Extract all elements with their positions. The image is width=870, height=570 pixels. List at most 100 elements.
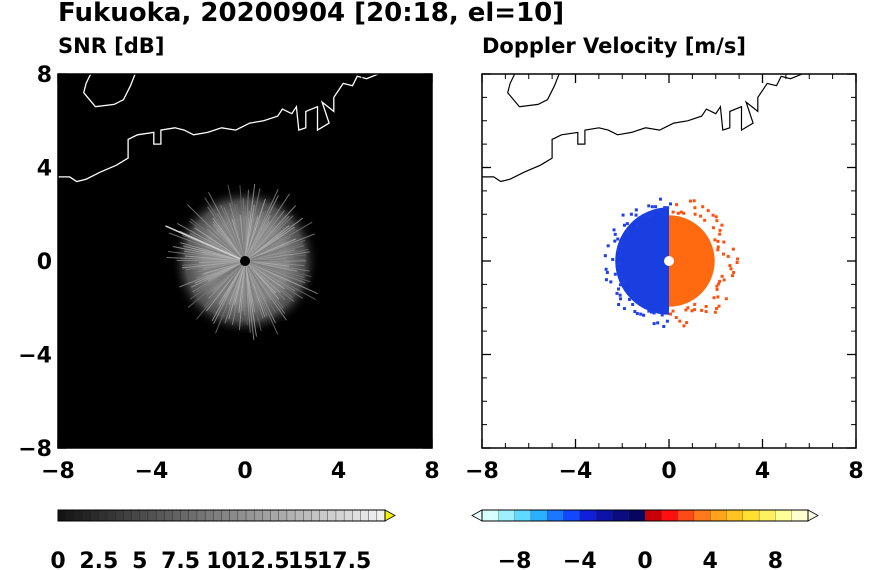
snr-colorbar-label: 15: [288, 549, 319, 570]
snr-ticks: −8 −4 0 4 8 −8 −4 0 4 8: [18, 63, 439, 484]
snr-colorbar-swatch: [286, 509, 296, 522]
doppler-colorbar-neg-swatch: [498, 509, 516, 522]
snr-colorbar-swatch: [352, 509, 362, 522]
snr-colorbar-swatch: [278, 509, 288, 522]
snr-colorbar-swatch: [229, 509, 239, 522]
snr-panel-title: SNR [dB]: [58, 34, 165, 58]
doppler-colorbar-extend-left: [471, 509, 483, 522]
snr-colorbar-swatch: [164, 509, 174, 522]
doppler-colorbar-pos-swatch: [661, 509, 679, 522]
snr-colorbar-swatch: [360, 509, 370, 522]
snr-colorbar-swatch: [98, 509, 108, 522]
snr-xtick-label: −4: [135, 459, 169, 484]
snr-colorbar-swatch: [147, 509, 157, 522]
snr-colorbar-swatch: [131, 509, 141, 522]
snr-colorbar-swatch: [327, 509, 337, 522]
snr-colorbar-swatch: [335, 509, 345, 522]
snr-ytick-label: 0: [37, 250, 52, 275]
doppler-colorbar-label: 4: [703, 549, 718, 570]
doppler-colorbar-frame: [481, 509, 809, 522]
snr-colorbar-swatch: [237, 509, 247, 522]
snr-colorbar-label: 17.5: [317, 549, 371, 570]
doppler-colorbar-pos-swatch: [726, 509, 744, 522]
doppler-colorbar-neg-swatch: [579, 509, 597, 522]
snr-echo-rays: [166, 183, 318, 340]
snr-ytick-label: 8: [37, 63, 52, 88]
doppler-colorbar-pos-swatch: [677, 509, 695, 522]
doppler-colorbar-label: 8: [768, 549, 783, 570]
doppler-colorbar-neg-swatch: [628, 509, 646, 522]
snr-colorbar-swatch: [74, 509, 84, 522]
snr-ytick-label: 4: [37, 157, 52, 182]
doppler-colorbar-extend-right: [807, 509, 819, 522]
snr-colorbar-label: 0: [50, 549, 65, 570]
snr-colorbar-swatch: [204, 509, 215, 522]
doppler-xtick-label: −8: [465, 459, 499, 484]
snr-colorbar-swatch: [343, 509, 354, 522]
snr-colorbar-swatch: [90, 509, 100, 522]
doppler-colorbar-neg-swatch: [481, 509, 499, 522]
doppler-panel-title: Doppler Velocity [m/s]: [482, 34, 746, 58]
snr-colorbar-swatch: [253, 509, 264, 522]
snr-coastline: [58, 74, 379, 183]
doppler-echo-specks: [603, 197, 740, 328]
doppler-xtick-label: 0: [661, 459, 676, 484]
doppler-colorbar-pos-swatch: [710, 509, 728, 522]
doppler-colorbar-pos-swatch: [742, 509, 760, 522]
snr-content: [58, 74, 379, 340]
snr-colorbar-swatch: [262, 509, 272, 522]
snr-colorbar-swatch: [368, 509, 378, 522]
snr-colorbar-swatch: [303, 509, 313, 522]
doppler-colorbar-neg-swatch: [595, 509, 614, 522]
doppler-colorbar-neg-swatch: [514, 509, 532, 522]
doppler-colorbar-label: −8: [498, 549, 532, 570]
snr-colorbar-swatch: [245, 509, 255, 522]
snr-colorbar-swatch: [65, 509, 76, 522]
doppler-colorbar-neg-swatch: [612, 509, 630, 522]
figure-title: Fukuoka, 20200904 [20:18, el=10]: [58, 0, 565, 28]
doppler-colorbar-pos-swatch: [758, 509, 777, 522]
doppler-colorbar-pos-swatch: [791, 509, 809, 522]
snr-beam-streak: [165, 225, 246, 262]
doppler-coastline-north: [507, 74, 560, 108]
snr-xtick-label: 4: [331, 459, 346, 484]
doppler-colorbar-pos-swatch: [644, 509, 662, 522]
doppler-colorbar-pos-swatch: [775, 509, 793, 522]
snr-colorbar-swatch: [82, 509, 92, 522]
snr-colorbar-label: 7.5: [161, 549, 200, 570]
doppler-colorbar-label: 0: [637, 549, 652, 570]
snr-colorbar-swatch: [221, 509, 231, 522]
snr-colorbar-swatch: [213, 509, 223, 522]
snr-colorbar-label: 12.5: [235, 549, 289, 570]
snr-colorbar-swatch: [155, 509, 165, 522]
doppler-colorbar-neg-swatch: [547, 509, 565, 522]
doppler-echo-negative: [615, 207, 669, 315]
snr-colorbar-swatch: [172, 509, 182, 522]
doppler-xtick-label: 8: [848, 459, 863, 484]
doppler-colorbar-neg-swatch: [563, 509, 581, 522]
doppler-coastline: [482, 74, 803, 183]
snr-colorbar-label: 10: [206, 549, 237, 570]
snr-xtick-label: 0: [237, 459, 252, 484]
snr-colorbar-swatch: [57, 509, 67, 522]
snr-colorbar-swatch: [106, 509, 116, 522]
doppler-radar-site-marker: [664, 256, 674, 266]
doppler-content: [482, 74, 803, 328]
snr-colorbar-swatch: [319, 509, 329, 522]
snr-colorbar-swatch: [115, 509, 125, 522]
doppler-echo-positive: [669, 215, 715, 307]
snr-colorbar-swatch: [376, 509, 386, 522]
snr-colorbar-swatch: [270, 509, 280, 522]
snr-xtick-label: 8: [424, 459, 439, 484]
snr-colorbar-swatch: [294, 509, 304, 522]
snr-colorbar-frame: [57, 509, 386, 522]
doppler-xtick-label: −4: [559, 459, 593, 484]
snr-colorbar-extend-arrow: [384, 509, 396, 522]
doppler-colorbar-label: −4: [563, 549, 597, 570]
snr-ytick-label: −4: [18, 344, 52, 369]
doppler-colorbar-pos-swatch: [693, 509, 711, 522]
snr-colorbar-label: 2.5: [79, 549, 118, 570]
doppler-colorbar: −8 −4 0 4 8: [471, 509, 819, 570]
